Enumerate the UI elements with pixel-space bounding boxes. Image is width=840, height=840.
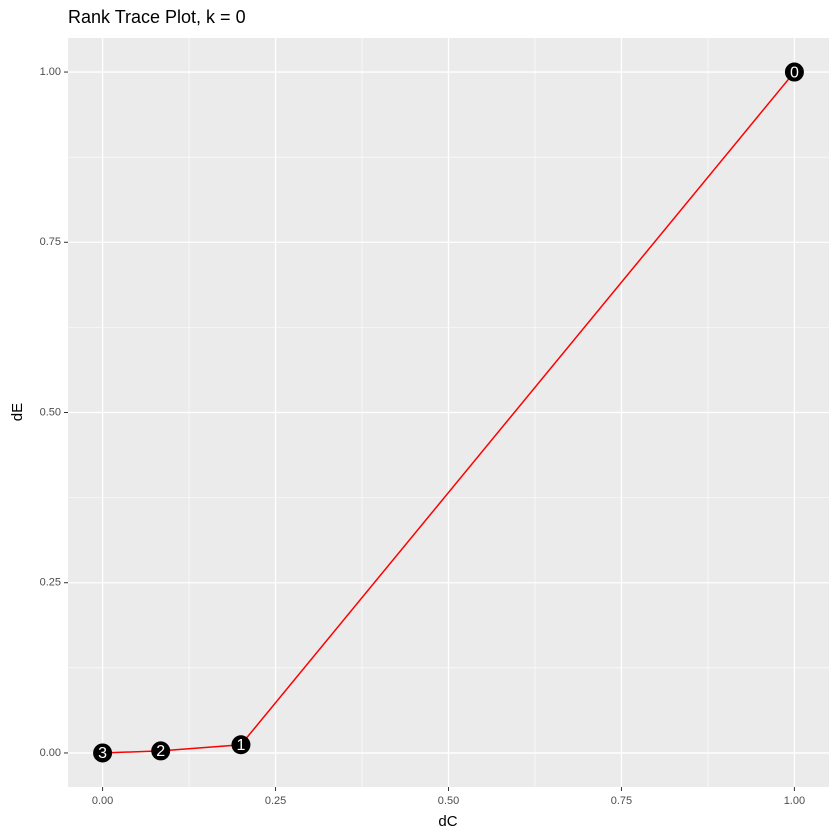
x-tick-label: 1.00 xyxy=(784,795,805,807)
y-tick-label: 0.25 xyxy=(40,577,61,589)
point-label: 1 xyxy=(237,737,246,754)
y-axis-title: dE xyxy=(9,403,26,421)
x-tick-label: 0.75 xyxy=(611,795,632,807)
x-axis-title: dC xyxy=(438,813,457,830)
y-tick-label: 0.50 xyxy=(40,406,61,418)
y-tick-label: 1.00 xyxy=(40,66,61,78)
x-tick-label: 0.25 xyxy=(265,795,286,807)
y-tick-label: 0.00 xyxy=(40,747,61,759)
data-point xyxy=(784,62,804,82)
y-tick-label: 0.75 xyxy=(40,236,61,248)
point-label: 0 xyxy=(790,64,799,81)
x-tick-label: 0.00 xyxy=(92,795,113,807)
data-point xyxy=(231,735,251,755)
data-line xyxy=(102,71,795,754)
x-tick-label: 0.50 xyxy=(438,795,459,807)
chart-title: Rank Trace Plot, k = 0 xyxy=(68,7,246,27)
data-point xyxy=(151,741,171,761)
point-label: 3 xyxy=(98,745,107,762)
point-label: 2 xyxy=(156,743,165,760)
data-point xyxy=(93,743,113,763)
